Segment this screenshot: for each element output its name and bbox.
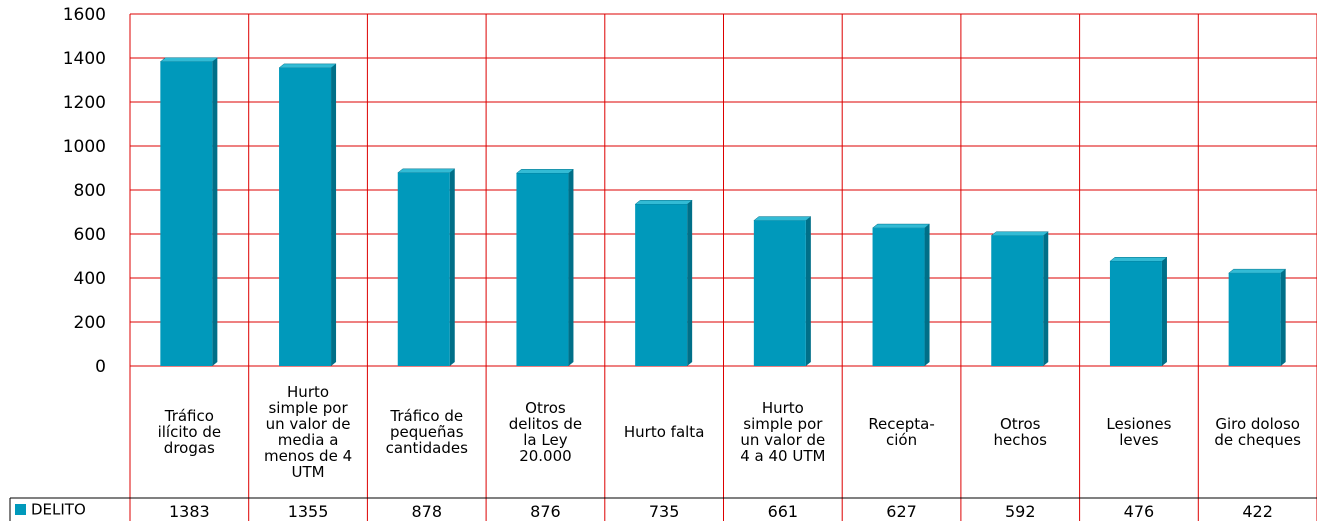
bar-side [568,169,574,366]
table-value-text: 1383 [168,502,210,521]
table-value-text: 661 [767,502,799,521]
bar-top [278,63,337,69]
bar [397,172,450,366]
bar-top [515,169,575,174]
x-tick-label-text: Giro doloso de cheques [1214,415,1301,449]
table-value-text: 878 [411,502,443,521]
bar-top [1227,268,1287,274]
x-tick-label-text: Hurto simple por un valor de media a men… [263,383,353,481]
x-tick-label-text: Otros delitos de la Ley 20.000 [508,399,583,465]
x-tick-label-text: Lesiones leves [1106,415,1172,449]
x-tick-label: Otros hechos [975,368,1065,496]
bar [991,235,1044,366]
y-tick-label: 200 [74,313,106,333]
bar-top [634,200,693,205]
y-tick-label: 0 [95,357,106,377]
y-tick-label: 800 [74,181,106,201]
table-value-text: 1355 [287,502,329,521]
bar [872,228,925,366]
bar-top [753,216,812,221]
y-tick-label: 600 [74,225,106,245]
table-value-text: 876 [530,502,561,521]
y-tick-label: 1600 [63,5,106,25]
x-tick-label: Tráfico de pequeñas cantidades [382,368,472,496]
table-value: 627 [857,500,947,521]
bar-top [871,223,931,229]
table-value: 422 [1213,500,1303,521]
bar-side [687,200,693,366]
x-tick-label-text: Hurto falta [623,423,705,441]
x-tick-label-text: Tráfico ilícito de drogas [157,407,222,457]
bar [160,61,213,367]
bar-side [449,168,455,366]
bar-top [1109,257,1168,262]
bar [1228,273,1281,366]
table-value: 1355 [263,500,353,521]
table-value-text: 476 [1123,502,1155,521]
bar-side [331,63,337,367]
bar-top [990,231,1049,237]
bar-side [212,57,218,367]
bar [279,67,332,367]
x-tick-label: Giro doloso de cheques [1213,368,1303,496]
bar-side [1043,231,1049,366]
y-tick-label: 400 [74,269,106,289]
table-value-text: 592 [1004,502,1036,521]
x-tick-label-text: Otros hechos [993,415,1047,449]
table-value: 735 [619,500,709,521]
x-tick-label-text: Tráfico de pequeñas cantidades [385,407,468,457]
y-tick-label: 1400 [63,49,106,69]
bar [1109,261,1162,366]
x-tick-label: Recepta-ción [857,368,947,496]
legend-swatch [15,504,26,515]
table-value: 661 [738,500,828,521]
x-tick-label-text: Hurto simple por un valor de 4 a 40 UTM [740,399,826,465]
bar [516,173,569,366]
bar [753,220,806,366]
x-tick-label: Hurto simple por un valor de media a men… [263,368,353,496]
x-tick-label: Tráfico ilícito de drogas [144,368,234,496]
bar-top [397,168,456,174]
x-tick-label-text: Recepta-ción [868,415,935,449]
x-tick-label: Otros delitos de la Ley 20.000 [500,368,590,496]
table-value: 878 [382,500,472,521]
bar-side [1280,269,1286,366]
bar-top [159,57,219,62]
bar [635,204,688,366]
legend-label: DELITO [31,501,86,519]
x-tick-label: Hurto falta [619,368,709,496]
x-tick-label: Hurto simple por un valor de 4 a 40 UTM [738,368,828,496]
table-value: 876 [500,500,590,521]
bar-side [805,216,811,366]
y-tick-label: 1000 [63,137,106,157]
table-value-text: 627 [886,502,917,521]
y-tick-label: 1200 [63,93,106,113]
bar-side [924,224,930,366]
table-value: 1383 [144,500,234,521]
table-value: 476 [1094,500,1184,521]
bar-side [1161,257,1167,366]
x-tick-label: Lesiones leves [1094,368,1184,496]
table-value-text: 422 [1242,502,1273,521]
table-value-text: 735 [648,502,680,521]
table-value: 592 [975,500,1065,521]
